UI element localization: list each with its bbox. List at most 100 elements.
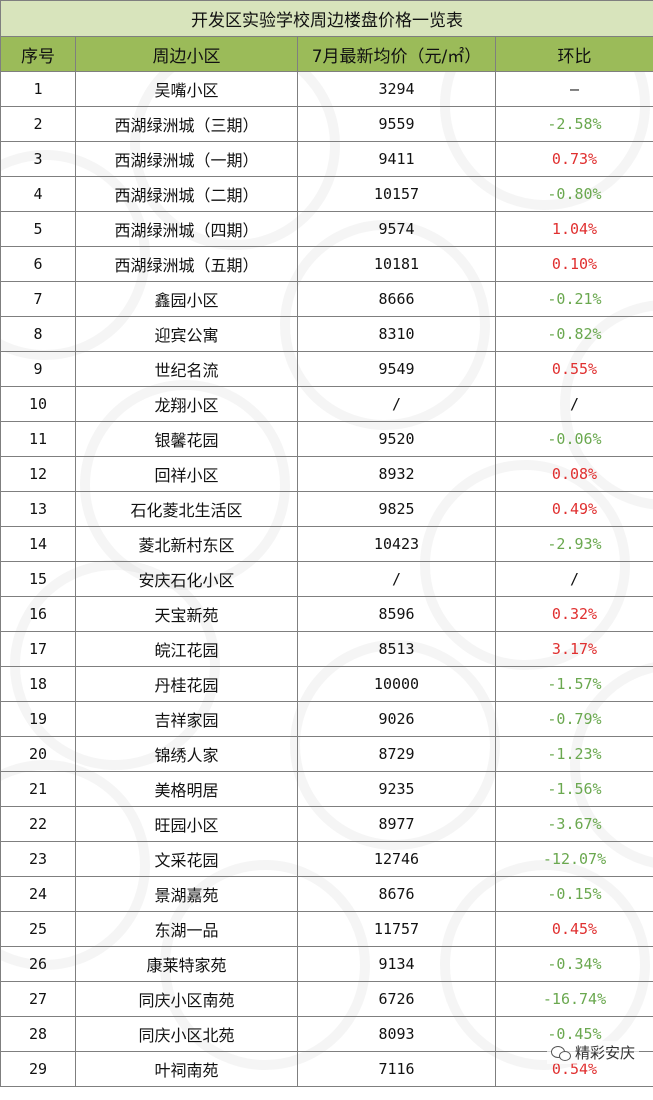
row-index: 5	[1, 212, 76, 247]
row-index: 25	[1, 912, 76, 947]
row-index: 29	[1, 1052, 76, 1087]
row-index: 10	[1, 387, 76, 422]
row-community: 西湖绿洲城（四期）	[76, 212, 298, 247]
row-community: 东湖一品	[76, 912, 298, 947]
row-change: -12.07%	[496, 842, 653, 877]
row-price: 10181	[298, 247, 496, 282]
row-price: 9520	[298, 422, 496, 457]
row-index: 28	[1, 1017, 76, 1052]
row-change: -0.34%	[496, 947, 653, 982]
row-index: 21	[1, 772, 76, 807]
row-community: 丹桂花园	[76, 667, 298, 702]
row-community: 迎宾公寓	[76, 317, 298, 352]
row-community: 鑫园小区	[76, 282, 298, 317]
row-index: 1	[1, 72, 76, 107]
row-index: 13	[1, 492, 76, 527]
header-price: 7月最新均价（元/㎡）	[298, 37, 496, 72]
row-community: 安庆石化小区	[76, 562, 298, 597]
row-price: 6726	[298, 982, 496, 1017]
row-change: -0.79%	[496, 702, 653, 737]
row-price: 9411	[298, 142, 496, 177]
row-change: 0.45%	[496, 912, 653, 947]
row-community: 叶祠南苑	[76, 1052, 298, 1087]
row-index: 26	[1, 947, 76, 982]
row-community: 西湖绿洲城（五期）	[76, 247, 298, 282]
row-index: 12	[1, 457, 76, 492]
row-price: 9559	[298, 107, 496, 142]
row-community: 吴嘴小区	[76, 72, 298, 107]
row-price: 9574	[298, 212, 496, 247]
title-row: 开发区实验学校周边楼盘价格一览表	[1, 1, 653, 37]
row-index: 27	[1, 982, 76, 1017]
row-price: 8513	[298, 632, 496, 667]
row-price: 8676	[298, 877, 496, 912]
row-community: 美格明居	[76, 772, 298, 807]
row-change: -3.67%	[496, 807, 653, 842]
row-community: 同庆小区北苑	[76, 1017, 298, 1052]
row-price: 8932	[298, 457, 496, 492]
row-index: 19	[1, 702, 76, 737]
row-index: 7	[1, 282, 76, 317]
row-index: 15	[1, 562, 76, 597]
row-price: 9235	[298, 772, 496, 807]
row-price: 8596	[298, 597, 496, 632]
row-price: 9549	[298, 352, 496, 387]
row-change: -16.74%	[496, 982, 653, 1017]
row-change: -1.23%	[496, 737, 653, 772]
row-community: 世纪名流	[76, 352, 298, 387]
row-community: 银馨花园	[76, 422, 298, 457]
row-change: 0.73%	[496, 142, 653, 177]
row-change: 0.32%	[496, 597, 653, 632]
row-community: 旺园小区	[76, 807, 298, 842]
row-community: 天宝新苑	[76, 597, 298, 632]
row-price: 3294	[298, 72, 496, 107]
row-community: 回祥小区	[76, 457, 298, 492]
header-change: 环比	[496, 37, 653, 72]
row-price: 10157	[298, 177, 496, 212]
row-change: /	[496, 387, 653, 422]
row-change: -1.57%	[496, 667, 653, 702]
row-index: 3	[1, 142, 76, 177]
row-community: 同庆小区南苑	[76, 982, 298, 1017]
row-index: 8	[1, 317, 76, 352]
row-index: 22	[1, 807, 76, 842]
row-index: 18	[1, 667, 76, 702]
row-change: 1.04%	[496, 212, 653, 247]
row-price: 7116	[298, 1052, 496, 1087]
row-price: 8729	[298, 737, 496, 772]
row-change: -0.80%	[496, 177, 653, 212]
row-change: —	[496, 72, 653, 107]
header-row: 序号 周边小区 7月最新均价（元/㎡） 环比	[1, 37, 653, 72]
row-index: 4	[1, 177, 76, 212]
brand-watermark: 精彩安庆	[547, 1041, 639, 1064]
row-index: 2	[1, 107, 76, 142]
row-community: 锦绣人家	[76, 737, 298, 772]
row-change: -0.21%	[496, 282, 653, 317]
row-index: 23	[1, 842, 76, 877]
row-price: 8093	[298, 1017, 496, 1052]
row-price: 11757	[298, 912, 496, 947]
row-community: 菱北新村东区	[76, 527, 298, 562]
row-community: 石化菱北生活区	[76, 492, 298, 527]
row-change: -1.56%	[496, 772, 653, 807]
row-price: 8310	[298, 317, 496, 352]
row-price: 12746	[298, 842, 496, 877]
